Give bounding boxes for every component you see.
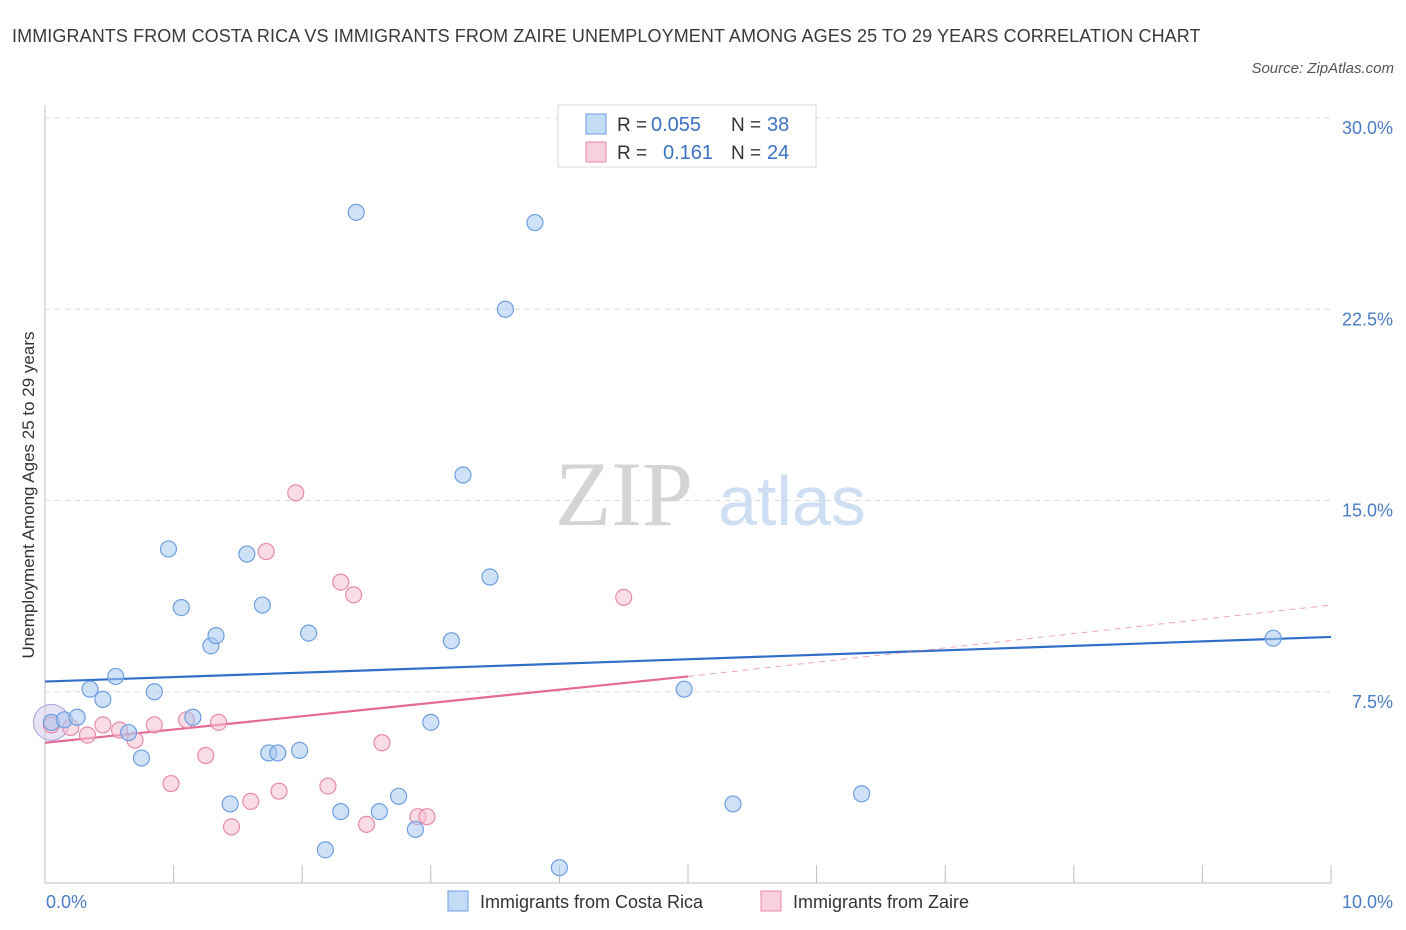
data-point-s0-18	[269, 744, 287, 762]
grid-lines	[45, 117, 1331, 693]
y-tick-label-2: 22.5%	[1342, 309, 1393, 329]
data-point-s0-26	[406, 820, 424, 839]
y-tick-label-3: 30.0%	[1342, 118, 1393, 138]
data-point-s1-14	[270, 782, 288, 800]
data-point-s1-15	[287, 484, 305, 502]
y-tick-label-1: 15.0%	[1342, 501, 1393, 521]
data-point-s1-16	[319, 777, 337, 795]
data-point-s0-11	[184, 708, 202, 726]
data-point-s0-15	[238, 545, 256, 563]
data-point-s0-27	[422, 713, 440, 731]
data-point-s0-35	[724, 795, 742, 813]
data-point-s0-10	[172, 598, 190, 617]
bottom-legend: Immigrants from Costa Rica Immigrants fr…	[447, 890, 969, 912]
legend-swatch-costa-rica	[585, 113, 607, 135]
data-point-s1-11	[222, 818, 241, 836]
legend-n-value-2: 24	[767, 142, 789, 164]
data-point-s0-19	[291, 741, 309, 760]
data-point-s0-24	[370, 802, 388, 821]
data-point-s1-22	[418, 808, 436, 826]
trend-line-dashed-1	[687, 604, 1332, 677]
data-point-s0-31	[496, 300, 514, 318]
watermark-atlas: atlas	[718, 462, 866, 540]
data-point-s0-29	[454, 466, 472, 484]
data-point-s0-7	[132, 749, 151, 767]
data-point-s1-13	[257, 542, 275, 561]
data-point-s1-19	[357, 815, 376, 833]
x-tick-label-max: 10.0%	[1342, 892, 1393, 912]
data-point-s0-16	[253, 596, 271, 614]
data-point-s0-22	[332, 802, 350, 821]
legend-n-label-2: N =	[731, 143, 761, 164]
legend-swatch-zaire	[585, 141, 607, 163]
data-point-s1-6	[145, 716, 163, 734]
data-point-s0-30	[481, 568, 499, 586]
data-point-s1-2	[78, 726, 97, 744]
trend-line-0	[44, 635, 1332, 683]
data-point-s1-17	[332, 573, 350, 591]
data-point-s0-9	[159, 540, 178, 558]
data-point-s0-8	[145, 683, 163, 701]
data-point-s0-21	[316, 841, 334, 859]
source-label: Source: ZipAtlas.com	[1251, 60, 1394, 77]
watermark-zip: ZIP	[555, 443, 693, 545]
data-point-s0-37	[1264, 629, 1282, 647]
bottom-legend-label-zaire: Immigrants from Zaire	[793, 892, 969, 912]
trend-lines	[44, 604, 1332, 744]
data-point-s0-36	[853, 785, 871, 803]
legend-n-value-1: 38	[767, 114, 789, 136]
data-point-s0-28	[442, 632, 460, 650]
legend-r-value-1: 0.055	[651, 114, 701, 136]
legend-n-label-1: N =	[731, 115, 761, 136]
data-point-s1-10	[210, 713, 228, 731]
data-point-s1-20	[373, 734, 391, 752]
bottom-legend-swatch-zaire	[760, 890, 782, 912]
data-point-s0-14	[221, 795, 239, 813]
data-point-s0-34	[675, 680, 693, 698]
data-point-s1-18	[345, 586, 363, 604]
y-axis-label: Unemployment Among Ages 25 to 29 years	[19, 332, 38, 659]
data-point-s0-2	[68, 708, 86, 726]
trend-line-1	[44, 675, 689, 744]
bottom-legend-swatch-costa-rica	[447, 890, 469, 912]
x-tick-label-min: 0.0%	[46, 892, 87, 912]
data-point-s0-23	[347, 203, 365, 221]
data-points	[32, 203, 1282, 877]
data-point-s1-23	[615, 588, 633, 607]
data-point-s0-25	[390, 787, 408, 805]
legend-r-label-1: R =	[617, 115, 647, 136]
data-point-s0-13	[207, 627, 225, 645]
data-point-s0-32	[526, 213, 544, 232]
y-tick-label-0: 7.5%	[1352, 692, 1393, 712]
data-point-s0-33	[550, 859, 569, 877]
chart-title: IMMIGRANTS FROM COSTA RICA VS IMMIGRANTS…	[12, 26, 1201, 46]
data-point-s1-12	[242, 792, 260, 811]
data-point-s0-20	[300, 624, 318, 642]
data-point-s1-3	[94, 716, 112, 734]
data-point-s1-7	[162, 774, 180, 793]
bottom-legend-label-costa-rica: Immigrants from Costa Rica	[480, 892, 704, 912]
legend-r-value-2: 0.161	[663, 142, 713, 164]
data-point-s0-5	[107, 667, 125, 686]
y-tick-labels: 7.5% 15.0% 22.5% 30.0%	[1342, 118, 1393, 712]
legend-r-label-2: R =	[617, 143, 647, 164]
data-point-s0-6	[119, 723, 138, 742]
legend-box: R = 0.055 N = 38 R = 0.161 N = 24	[557, 104, 817, 168]
data-point-s1-9	[197, 746, 215, 765]
data-point-s0-4	[94, 690, 112, 709]
data-point-s0-3	[81, 680, 99, 698]
